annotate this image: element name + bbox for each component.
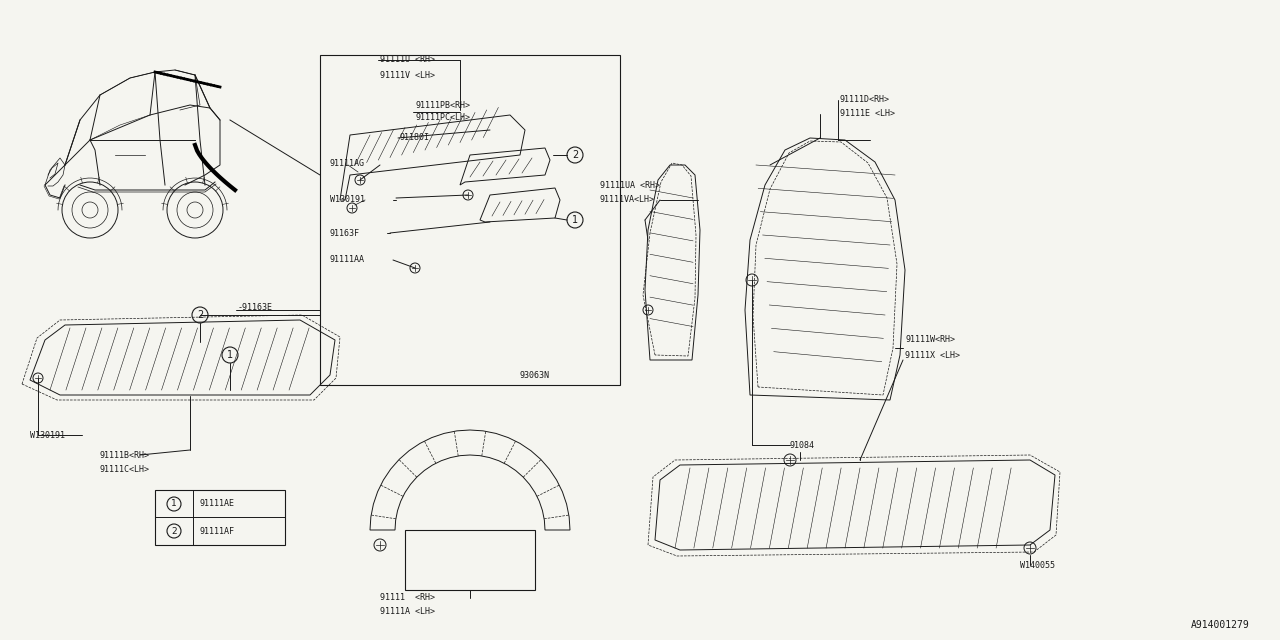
Text: 91111B<RH>: 91111B<RH> xyxy=(100,451,150,460)
Text: 2: 2 xyxy=(197,310,204,320)
Text: 93063N: 93063N xyxy=(520,371,550,380)
Text: 91111A <LH>: 91111A <LH> xyxy=(380,607,435,616)
Text: -91163E: -91163E xyxy=(238,303,273,312)
Text: 91111AG: 91111AG xyxy=(330,159,365,168)
Text: 91111AE: 91111AE xyxy=(198,499,234,509)
Text: A914001279: A914001279 xyxy=(1192,620,1251,630)
Text: 91111AA: 91111AA xyxy=(330,255,365,264)
Text: 91180I: 91180I xyxy=(399,134,430,143)
Text: W130191: W130191 xyxy=(330,195,365,205)
Text: 1: 1 xyxy=(572,215,579,225)
Text: 91111PB<RH>: 91111PB<RH> xyxy=(415,100,470,109)
Text: 91111  <RH>: 91111 <RH> xyxy=(380,593,435,602)
Text: 91111E <LH>: 91111E <LH> xyxy=(840,109,895,118)
Text: 91111C<LH>: 91111C<LH> xyxy=(100,465,150,474)
Text: 2: 2 xyxy=(572,150,579,160)
Text: 91111U <RH>: 91111U <RH> xyxy=(380,56,435,65)
Text: 91111UA <RH>: 91111UA <RH> xyxy=(600,180,660,189)
Text: 1: 1 xyxy=(227,350,233,360)
Text: W140055: W140055 xyxy=(1020,561,1055,570)
Text: 91084: 91084 xyxy=(790,440,815,449)
Text: 91111W<RH>: 91111W<RH> xyxy=(905,335,955,344)
Bar xyxy=(320,55,620,385)
Text: 91111PC<LH>: 91111PC<LH> xyxy=(415,113,470,122)
Bar xyxy=(404,530,535,590)
Text: 91111AF: 91111AF xyxy=(198,527,234,536)
Text: 1: 1 xyxy=(172,499,177,509)
Text: 91163F: 91163F xyxy=(330,228,360,237)
Text: 91111D<RH>: 91111D<RH> xyxy=(840,95,890,104)
Text: 91111VA<LH>: 91111VA<LH> xyxy=(600,195,655,205)
Text: 2: 2 xyxy=(172,527,177,536)
Text: W130191: W130191 xyxy=(29,431,65,440)
Bar xyxy=(155,490,285,545)
Text: 91111X <LH>: 91111X <LH> xyxy=(905,351,960,360)
Text: 91111V <LH>: 91111V <LH> xyxy=(380,70,435,79)
